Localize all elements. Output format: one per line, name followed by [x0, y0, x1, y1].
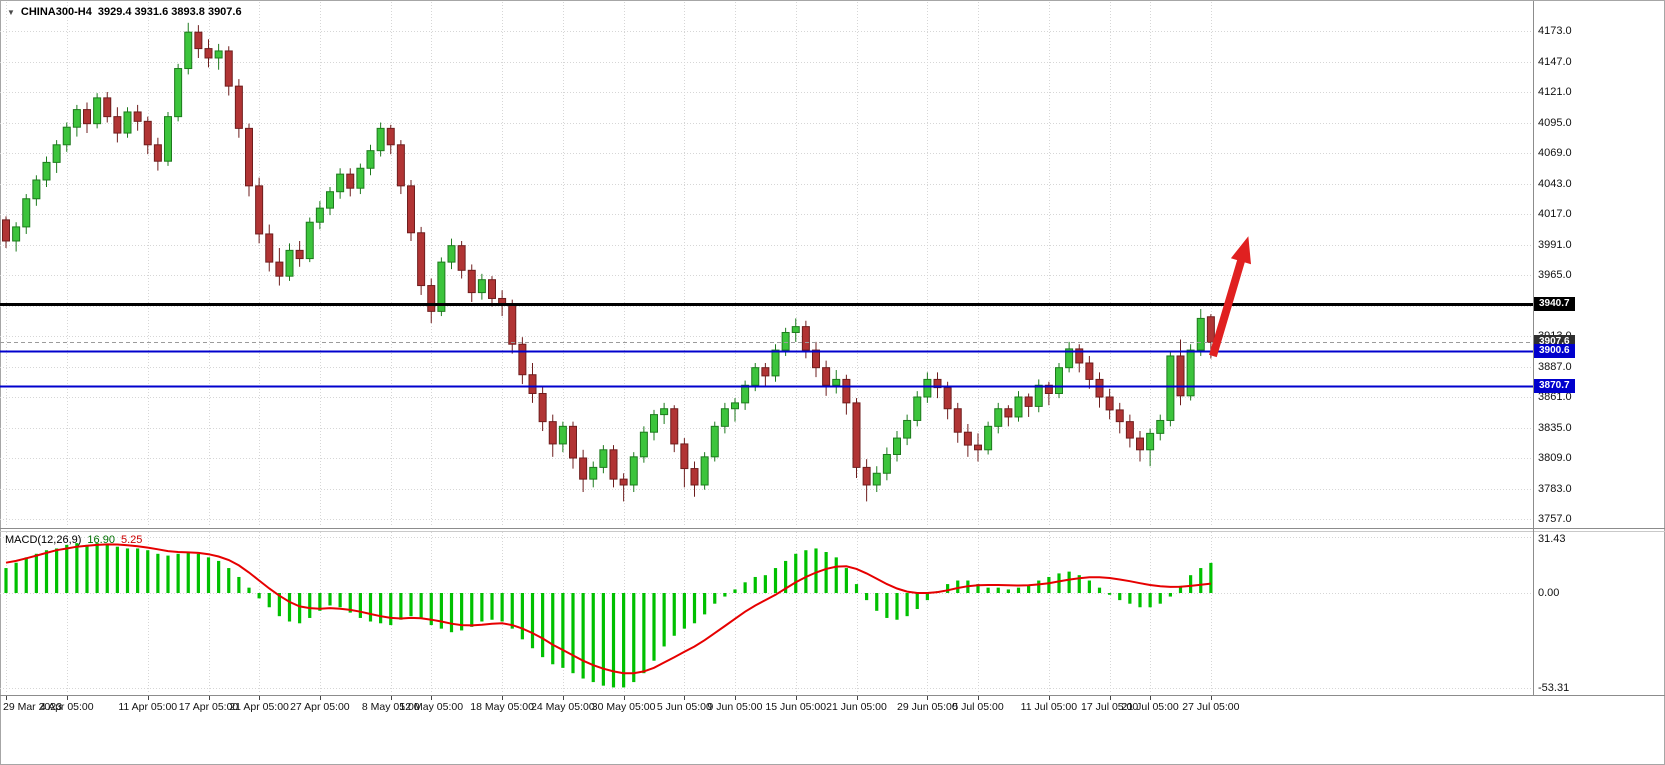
panel-borders: [0, 1, 1665, 696]
macd-histogram: [4, 543, 1213, 688]
macd-indicator-header: MACD(12,26,9) 16.90 5.25: [5, 534, 142, 546]
macd-signal-value: 5.25: [120, 534, 143, 546]
macd-signal-line: [5, 543, 1212, 675]
trend-arrow-annotation[interactable]: [1209, 236, 1251, 358]
symbol-dropdown-icon[interactable]: ▼: [7, 7, 15, 17]
macd-main-value: 16.90: [87, 534, 115, 546]
candles-layer: [2, 22, 1215, 502]
symbol-timeframe-label: CHINA300-H4: [20, 6, 92, 18]
ohlc-readout: 3929.4 3931.6 3893.8 3907.6: [97, 6, 242, 18]
grid-layer: [0, 2, 1533, 700]
horizontal-lines-layer[interactable]: [0, 303, 1533, 388]
macd-indicator-label: MACD(12,26,9): [5, 534, 82, 546]
chart-symbol-header: ▼ CHINA300-H4 3929.4 3931.6 3893.8 3907.…: [7, 6, 242, 18]
